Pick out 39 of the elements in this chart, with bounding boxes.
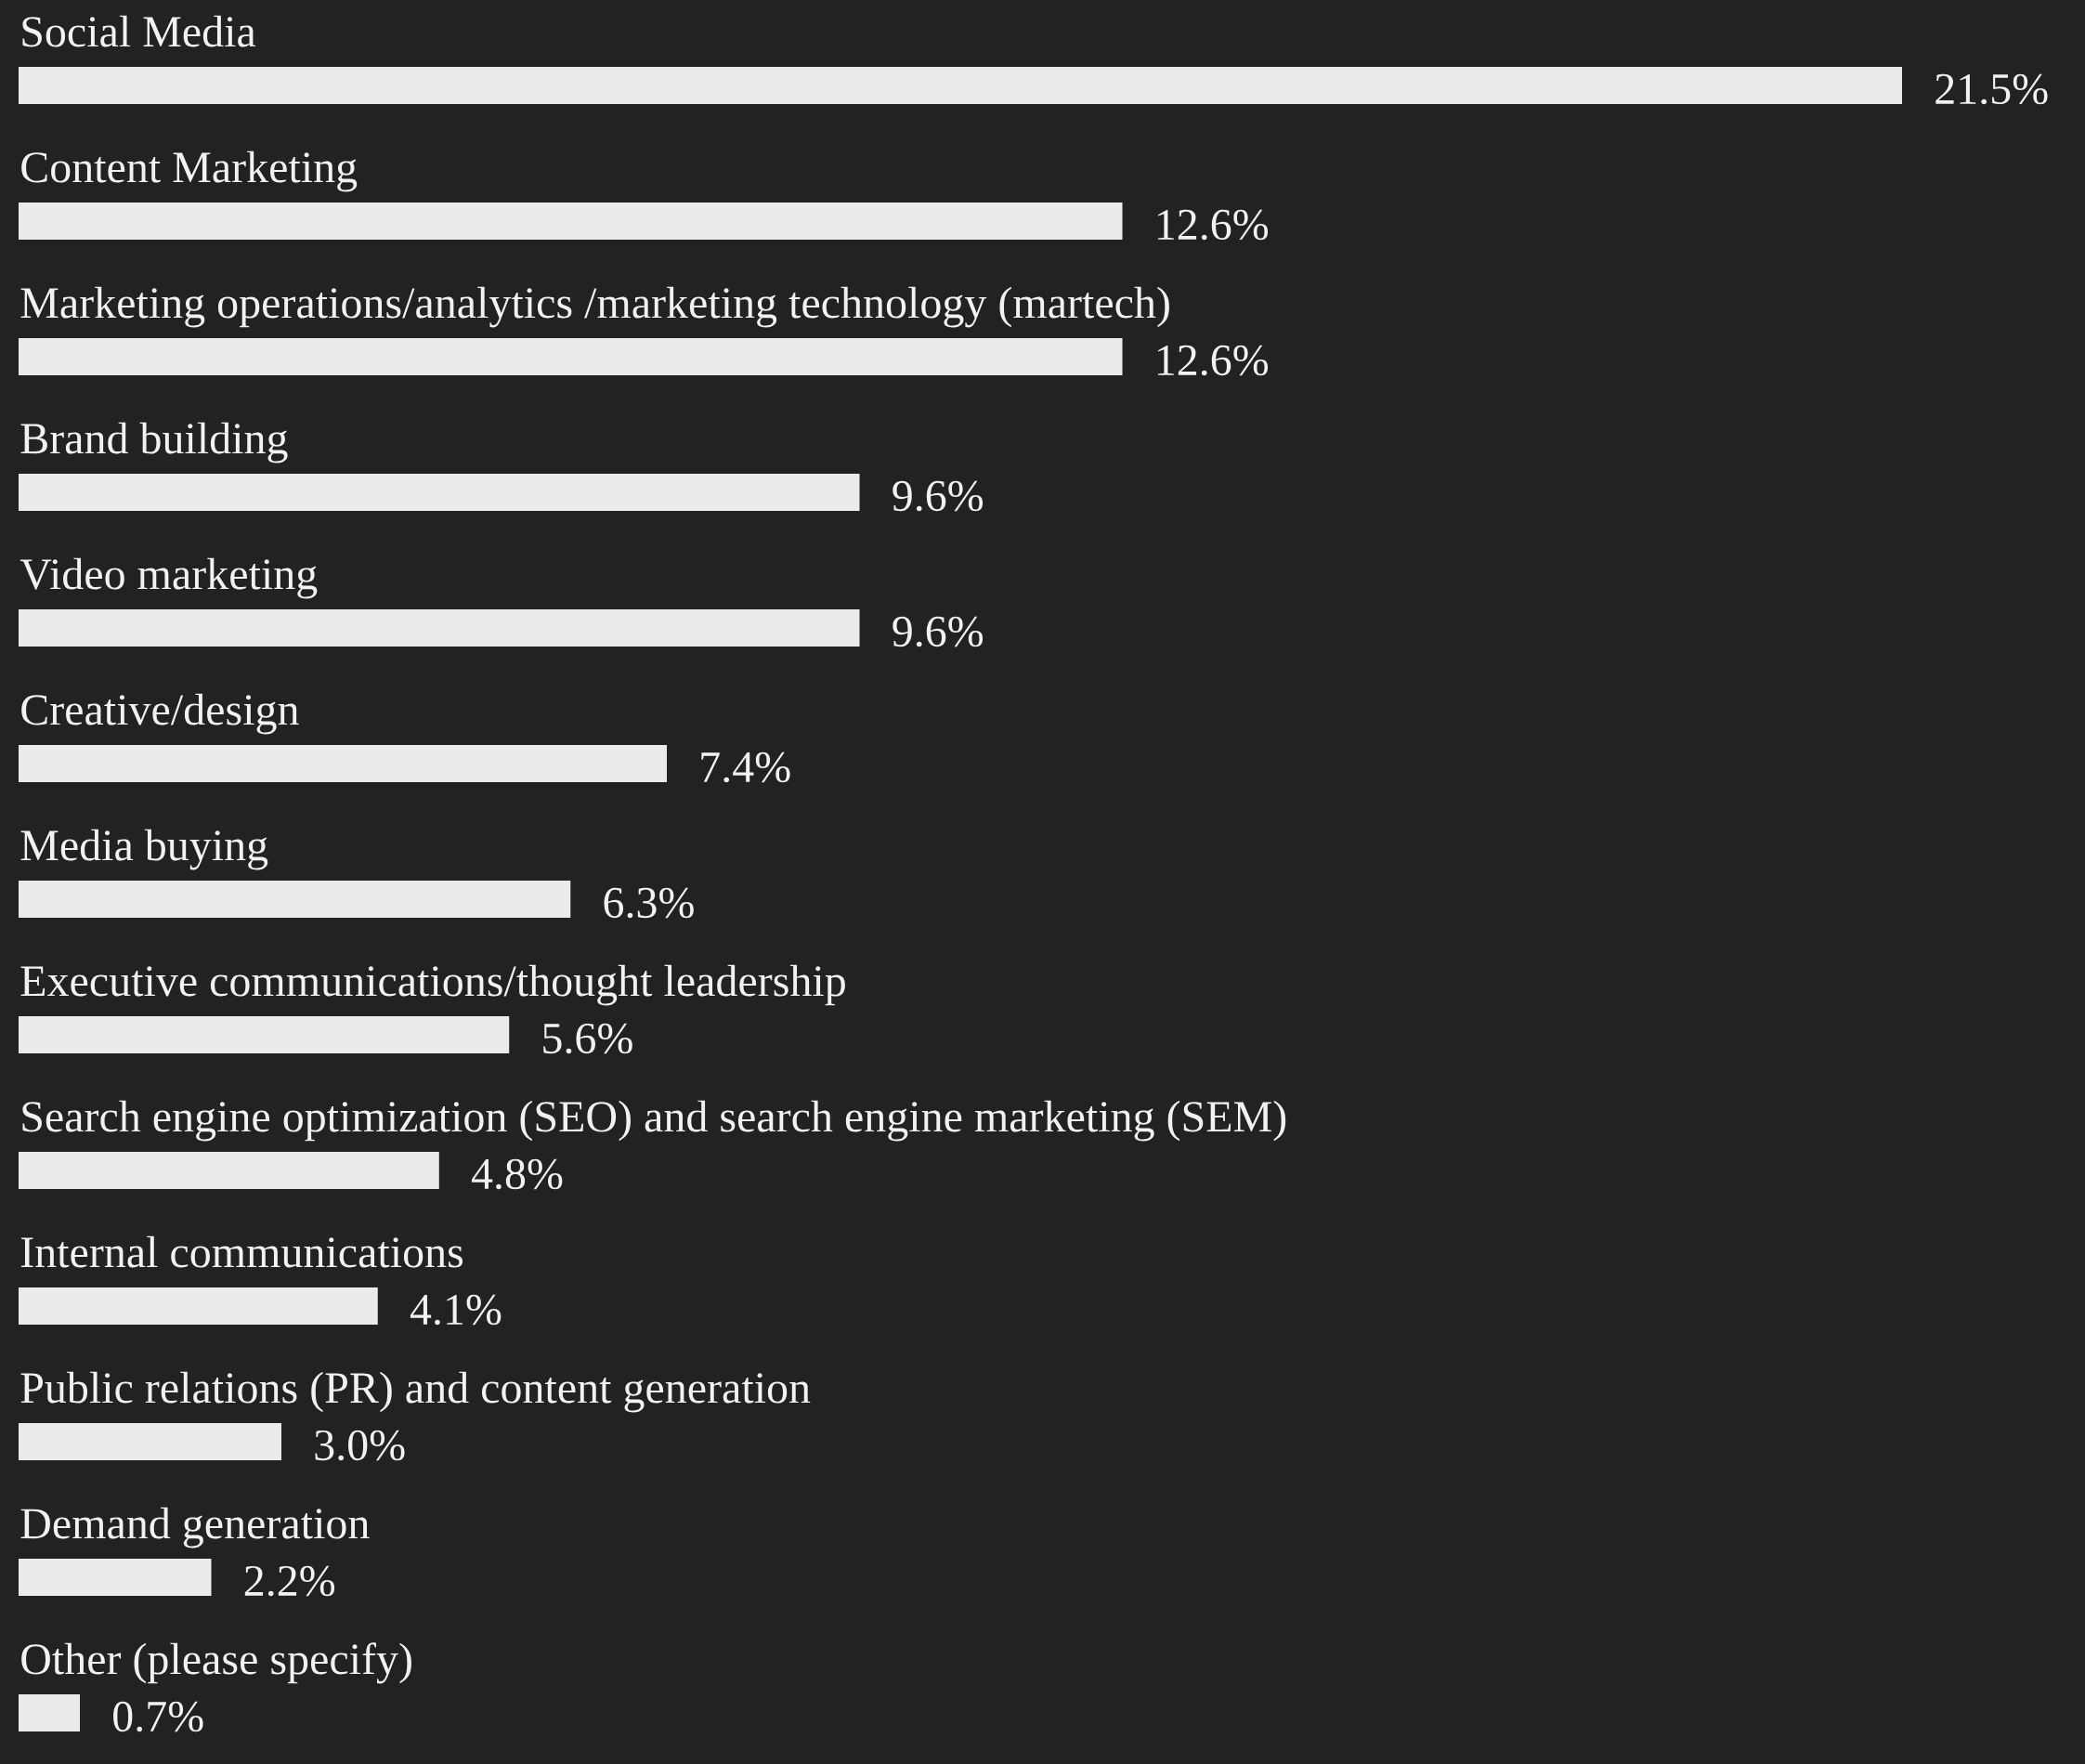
bar xyxy=(19,745,668,783)
y-tick-label: Video marketing xyxy=(20,557,318,599)
bar xyxy=(19,474,860,512)
data-label: 9.6% xyxy=(893,480,984,512)
bar xyxy=(19,1423,281,1461)
data-label: 5.6% xyxy=(543,1023,632,1054)
bar xyxy=(19,1559,212,1597)
data-label: 2.2% xyxy=(244,1565,335,1597)
data-label: 4.8% xyxy=(471,1158,563,1190)
y-tick-label: Other (please specify) xyxy=(21,1642,411,1684)
y-tick-label: Creative/design xyxy=(21,693,299,735)
bar xyxy=(19,1016,510,1054)
bar xyxy=(19,1694,81,1732)
y-tick-label: Brand building xyxy=(20,422,288,464)
data-label: 6.3% xyxy=(604,887,694,919)
data-label: 9.6% xyxy=(893,616,984,647)
y-tick-label: Social Media xyxy=(22,15,256,47)
data-label: 7.4% xyxy=(701,751,790,783)
bar xyxy=(19,1152,439,1190)
y-tick-label: Public relations (PR) and content generation xyxy=(20,1371,811,1413)
bar xyxy=(19,67,1903,105)
y-tick-label: Search engine optimization (SEO) and search engine marketing (SEM) xyxy=(22,1100,1286,1142)
data-label: 21.5% xyxy=(1935,73,2048,105)
data-label: 0.7% xyxy=(113,1701,203,1732)
data-label: 12.6% xyxy=(1157,209,1269,241)
data-label: 4.1% xyxy=(410,1294,502,1326)
y-tick-label: Content Marketing xyxy=(21,150,358,192)
y-tick-label: Demand generation xyxy=(20,1507,370,1548)
bar xyxy=(19,881,571,919)
data-label: 12.6% xyxy=(1157,345,1269,376)
bar xyxy=(19,1287,378,1326)
bar xyxy=(19,609,860,647)
y-tick-label: Internal communications xyxy=(20,1235,463,1268)
y-tick-label: Marketing operations/analytics /marketing technology (martech) xyxy=(20,286,1169,328)
bar xyxy=(19,338,1123,376)
y-tick-label: Media buying xyxy=(20,829,268,870)
bar xyxy=(19,203,1123,241)
y-tick-label: Executive communications/thought leadership xyxy=(20,964,845,1006)
data-label: 3.0% xyxy=(315,1430,405,1461)
